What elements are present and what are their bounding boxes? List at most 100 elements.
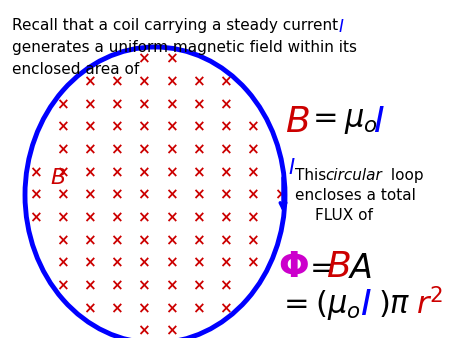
Text: ×: × [219,142,232,157]
Text: ×: × [219,120,232,135]
Text: ×: × [56,278,68,293]
Text: ×: × [219,188,232,202]
Text: ×: × [138,165,150,180]
Text: ×: × [83,120,96,135]
Text: $=$: $=$ [304,252,334,281]
Text: ×: × [83,142,96,157]
Text: ×: × [165,51,177,67]
Text: ×: × [219,97,232,112]
Text: ×: × [138,210,150,225]
Text: ×: × [110,120,123,135]
Text: ×: × [29,188,41,202]
Text: ×: × [247,210,259,225]
Text: ×: × [219,210,232,225]
Text: ×: × [138,278,150,293]
Text: ×: × [83,278,96,293]
Text: ×: × [219,301,232,316]
Text: ×: × [247,142,259,157]
Text: ×: × [110,74,123,89]
Text: generates a uniform magnetic field within its: generates a uniform magnetic field withi… [12,40,357,55]
Text: $\mathit{A}$: $\mathit{A}$ [348,252,372,285]
Text: ×: × [192,188,205,202]
Text: ×: × [56,188,68,202]
Text: ×: × [110,256,123,270]
Text: ×: × [219,256,232,270]
Text: ×: × [192,120,205,135]
Text: ×: × [138,97,150,112]
Text: ×: × [29,165,41,180]
Text: $\mathbf{\mathit{B}}$: $\mathbf{\mathit{B}}$ [326,250,351,284]
Text: ×: × [165,165,177,180]
Text: ×: × [83,256,96,270]
Text: $\mathit{I}$: $\mathit{I}$ [338,18,344,36]
Text: ×: × [83,165,96,180]
Text: ×: × [83,210,96,225]
Text: $=\mu_o$: $=\mu_o$ [307,107,378,136]
Text: ×: × [83,97,96,112]
Text: ×: × [219,74,232,89]
Text: ×: × [165,142,177,157]
Text: ×: × [83,74,96,89]
Text: ×: × [165,278,177,293]
Text: ×: × [219,233,232,248]
Text: ×: × [165,188,177,202]
Text: ×: × [192,97,205,112]
Text: $\mathbf{\Phi}$: $\mathbf{\Phi}$ [278,250,309,284]
Text: ×: × [247,256,259,270]
Text: ×: × [274,188,286,202]
Text: circular: circular [325,168,382,183]
Text: ×: × [219,278,232,293]
Text: ×: × [192,278,205,293]
Text: ×: × [192,301,205,316]
Text: ×: × [192,74,205,89]
Text: ×: × [83,233,96,248]
Text: ×: × [110,233,123,248]
Text: ×: × [247,165,259,180]
Text: $\mathbf{\mathit{I}}$: $\mathbf{\mathit{I}}$ [360,288,372,322]
Text: ×: × [56,142,68,157]
Text: $\mathbf{\mathit{B}}$: $\mathbf{\mathit{B}}$ [50,168,66,188]
Text: ×: × [192,142,205,157]
Text: ×: × [56,210,68,225]
Text: ×: × [165,233,177,248]
Text: ×: × [165,74,177,89]
Text: ×: × [110,165,123,180]
Text: ×: × [56,233,68,248]
Text: ×: × [247,120,259,135]
Text: ×: × [138,256,150,270]
Text: loop: loop [386,168,423,183]
Text: ×: × [165,120,177,135]
Text: ×: × [110,278,123,293]
Text: ×: × [192,256,205,270]
Text: ×: × [192,165,205,180]
Text: ×: × [165,210,177,225]
Text: ×: × [138,188,150,202]
Text: ×: × [110,97,123,112]
Text: ×: × [56,97,68,112]
Text: $\mathbf{\mathit{B}}$: $\mathbf{\mathit{B}}$ [285,105,310,139]
Text: $\mathbf{\mathit{I}}$: $\mathbf{\mathit{I}}$ [373,105,385,139]
Text: ×: × [110,210,123,225]
Text: ×: × [110,301,123,316]
Text: ×: × [29,210,41,225]
Text: ×: × [56,120,68,135]
Text: ×: × [83,188,96,202]
Text: ×: × [192,210,205,225]
Text: ×: × [138,120,150,135]
Text: ×: × [138,301,150,316]
Text: $\mathbf{\mathit{I}}$: $\mathbf{\mathit{I}}$ [288,158,296,178]
Text: ×: × [138,323,150,338]
Text: ×: × [110,188,123,202]
Text: ×: × [138,142,150,157]
Text: ×: × [192,233,205,248]
Text: ×: × [83,301,96,316]
Text: ×: × [110,142,123,157]
Text: ×: × [165,323,177,338]
Text: This: This [295,168,331,183]
Text: ×: × [56,256,68,270]
Text: ×: × [138,233,150,248]
Text: ×: × [165,97,177,112]
Text: FLUX of: FLUX of [315,208,373,223]
Text: $=(\mu_o$: $=(\mu_o$ [278,288,361,322]
Text: ×: × [247,233,259,248]
